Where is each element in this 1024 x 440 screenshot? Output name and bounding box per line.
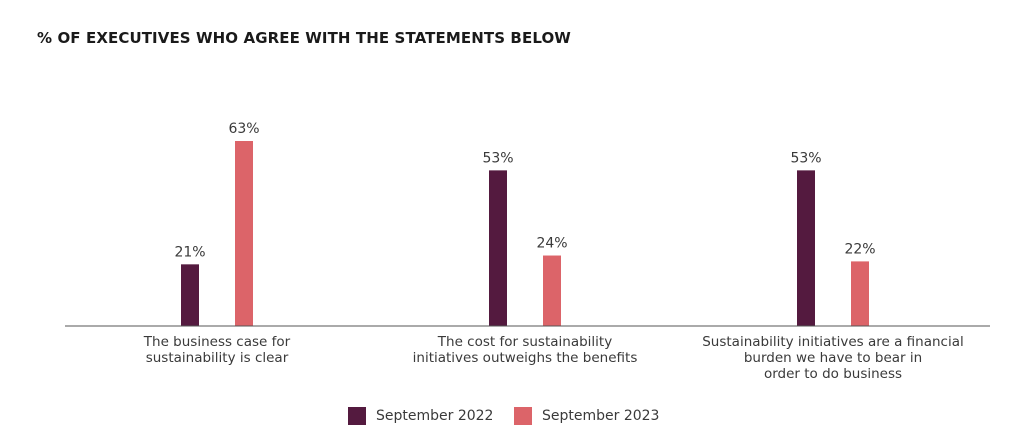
category-label-line: The business case for xyxy=(143,334,291,350)
legend-label: September 2022 xyxy=(376,408,494,424)
bar xyxy=(543,255,561,326)
data-label: 21% xyxy=(174,244,205,260)
category-label-line: sustainability is clear xyxy=(145,350,289,366)
category-label: The business case for sustainability is c… xyxy=(67,334,367,366)
data-label: 53% xyxy=(790,150,821,166)
data-label: 24% xyxy=(536,236,567,252)
category-label-line: burden we have to bear in xyxy=(743,350,923,366)
bar xyxy=(851,261,869,326)
category-label-line: order to do business xyxy=(763,366,903,382)
legend-swatch xyxy=(514,407,532,425)
bar xyxy=(181,264,199,326)
category-label-line: Sustainability initiatives are a financi… xyxy=(702,334,964,350)
bar xyxy=(489,170,507,326)
legend-label: September 2023 xyxy=(542,408,660,424)
bar xyxy=(235,141,253,326)
data-label: 63% xyxy=(228,121,259,137)
bar xyxy=(797,170,815,326)
category-label: The cost for sustainability initiatives o… xyxy=(375,334,675,366)
data-label: 53% xyxy=(482,150,513,166)
category-label-line: initiatives outweighs the benefits xyxy=(412,350,638,366)
legend-item-2022: September 2022 xyxy=(348,407,493,425)
legend-item-2023: September 2023 xyxy=(514,407,659,425)
category-label: Sustainability initiatives are a financi… xyxy=(683,334,983,382)
chart-title: % OF EXECUTIVES WHO AGREE WITH THE STATE… xyxy=(37,29,571,47)
data-label: 22% xyxy=(844,241,875,257)
legend-swatch xyxy=(348,407,366,425)
category-label-line: The cost for sustainability xyxy=(437,334,613,350)
